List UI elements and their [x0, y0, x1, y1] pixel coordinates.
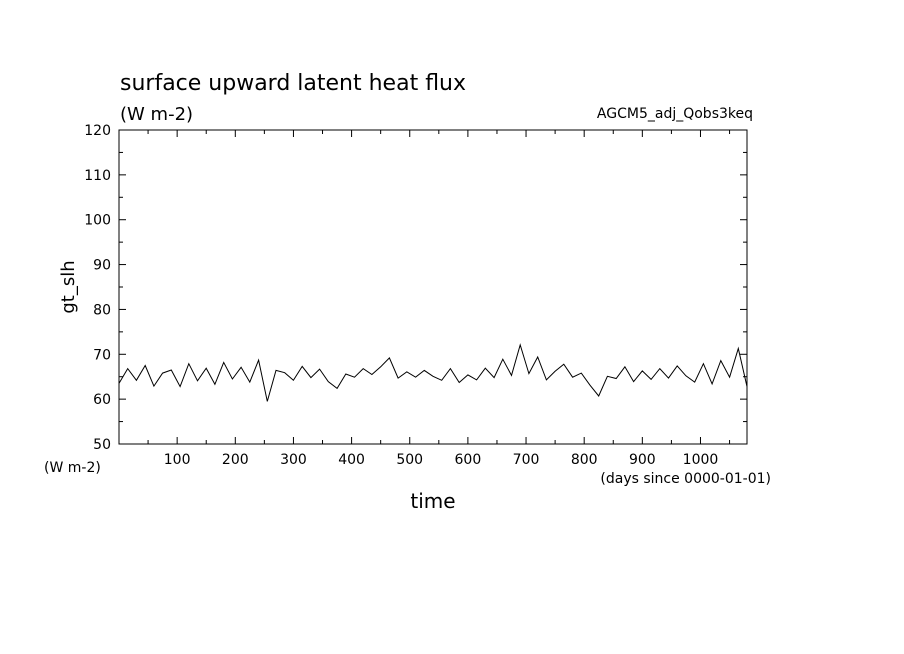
- x-tick-label: 400: [338, 452, 365, 468]
- y-tick-label: 120: [84, 123, 111, 139]
- y-tick-label: 60: [93, 392, 111, 408]
- x-axis-ticks: 100 200 300 400 500 600 700 800 900 1000: [147, 130, 731, 468]
- x-tick-label: 200: [222, 452, 249, 468]
- plot-axes: [118, 129, 748, 445]
- y-tick-label: 110: [84, 168, 111, 184]
- y-tick-label: 90: [93, 258, 111, 274]
- y-axis-ticks: 50 60 70 80 90 100 110 120: [84, 123, 747, 453]
- run-label: AGCM5_adj_Qobs3keq: [597, 106, 753, 122]
- units-subtitle: (W m-2): [120, 104, 193, 125]
- plot-frame: [118, 129, 748, 445]
- x-tick-label: 1000: [683, 452, 719, 468]
- y-axis-label: gt_slh: [58, 260, 79, 313]
- x-tick-label: 800: [571, 452, 598, 468]
- y-tick-label: 80: [93, 302, 111, 318]
- x-tick-label: 500: [396, 452, 423, 468]
- chart-title: surface upward latent heat flux: [120, 71, 466, 96]
- x-axis-label: time: [410, 489, 455, 513]
- y-units-label: (W m-2): [44, 460, 101, 476]
- y-tick-label: 100: [84, 213, 111, 229]
- x-tick-label: 900: [629, 452, 656, 468]
- series-line-0: [118, 343, 748, 402]
- series-layer: [118, 343, 748, 402]
- x-tick-label: 300: [280, 452, 307, 468]
- x-tick-label: 700: [513, 452, 540, 468]
- y-tick-label: 50: [93, 437, 111, 453]
- y-tick-label: 70: [93, 347, 111, 363]
- x-tick-label: 600: [455, 452, 482, 468]
- x-tick-label: 100: [164, 452, 191, 468]
- x-units-label: (days since 0000-01-01): [600, 471, 771, 487]
